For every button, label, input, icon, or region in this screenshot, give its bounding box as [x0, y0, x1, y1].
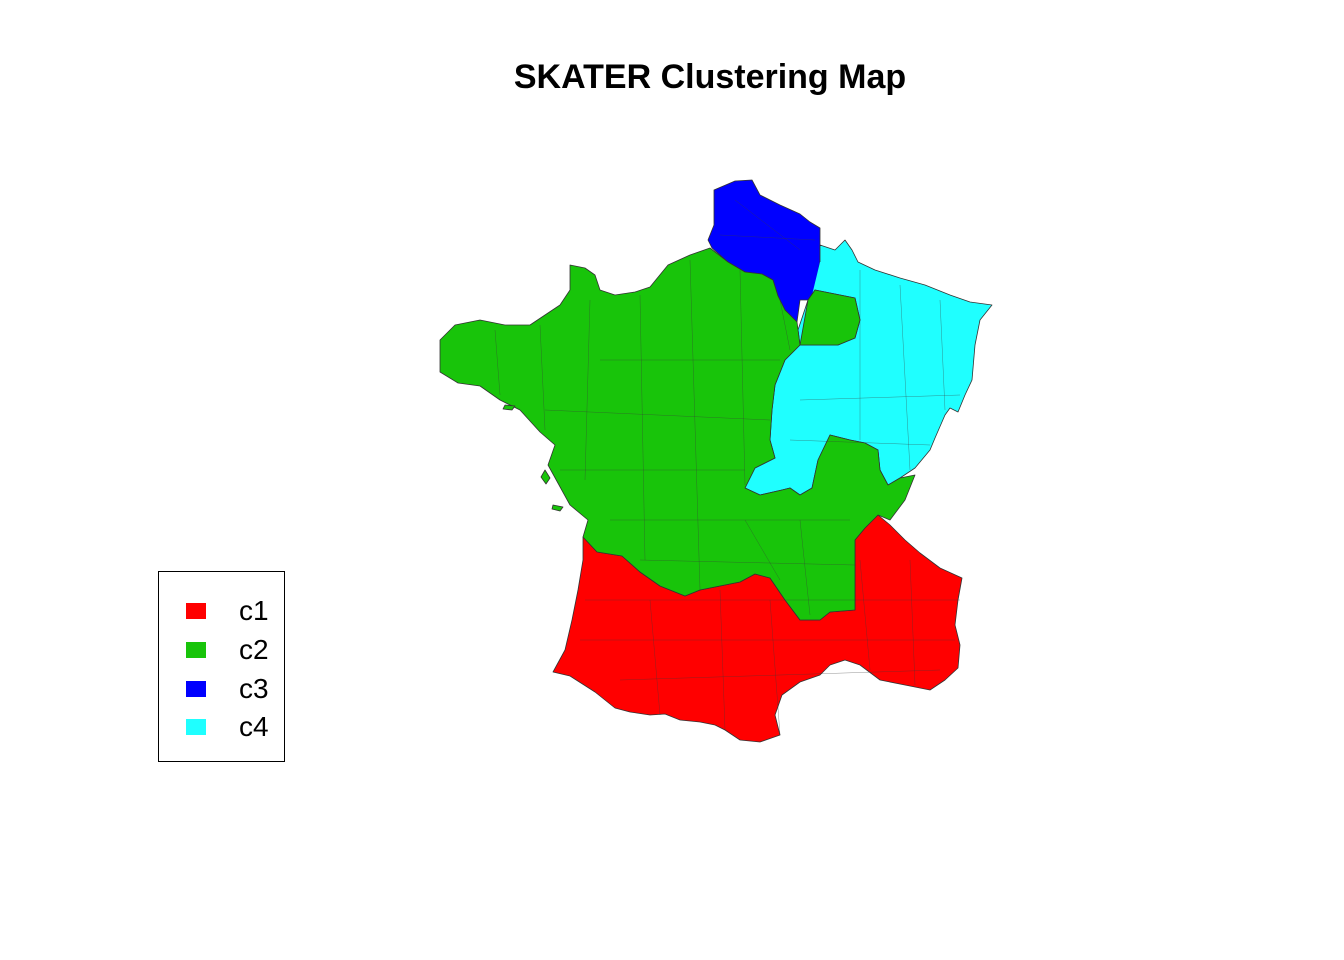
island-noirmoutier: [540, 469, 551, 485]
legend-label-c1: c1: [239, 595, 269, 626]
department-boundaries: [494, 199, 961, 736]
island-belle-ile: [502, 404, 516, 411]
legend-label-c2: c2: [239, 634, 269, 665]
legend: c1 c2 c3 c4: [158, 571, 285, 762]
legend-item-c3: c3: [186, 670, 269, 708]
island-re: [551, 504, 564, 512]
legend-label-c3: c3: [239, 673, 269, 704]
legend-label-c4: c4: [239, 711, 269, 742]
legend-item-c2: c2: [186, 631, 269, 669]
legend-swatch-c4: [186, 719, 206, 735]
legend-item-c4: c4: [186, 708, 269, 746]
legend-swatch-c1: [186, 603, 206, 619]
legend-swatch-c3: [186, 681, 206, 697]
legend-swatch-c2: [186, 642, 206, 658]
legend-item-c1: c1: [186, 592, 269, 630]
cluster-c3-region: [707, 179, 821, 323]
map-title: SKATER Clustering Map: [513, 58, 907, 96]
